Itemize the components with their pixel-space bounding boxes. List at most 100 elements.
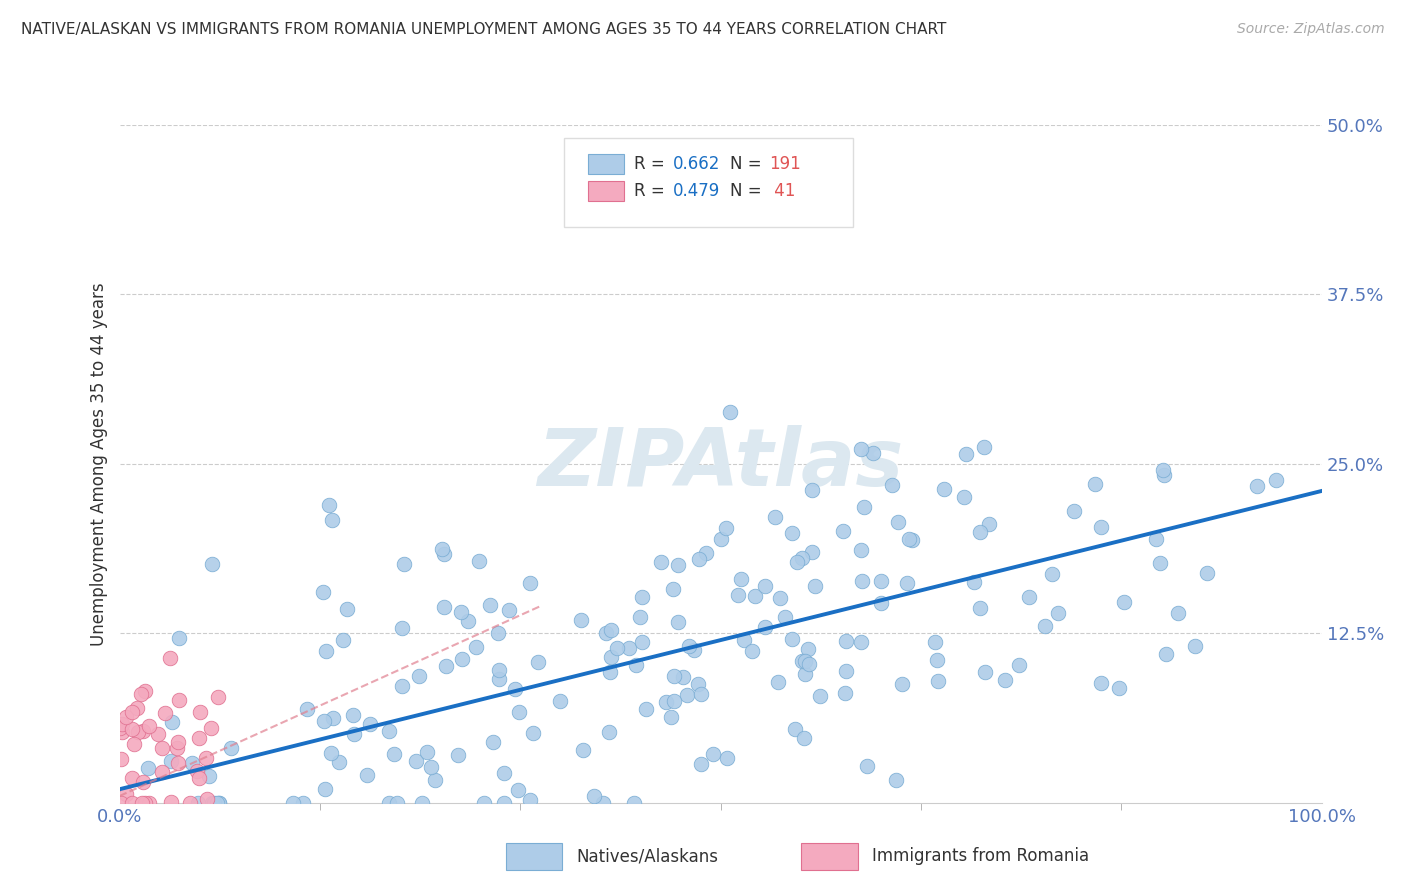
- Point: [1090, 676, 1112, 690]
- Point: [969, 525, 991, 540]
- Point: [187, 796, 209, 810]
- Point: [321, 746, 343, 760]
- Point: [150, 740, 173, 755]
- Point: [617, 640, 640, 655]
- Point: [318, 498, 340, 512]
- Point: [115, 787, 138, 801]
- Point: [166, 741, 188, 756]
- Point: [624, 657, 647, 672]
- Point: [690, 687, 713, 701]
- Point: [359, 717, 381, 731]
- Point: [110, 752, 132, 766]
- Point: [179, 796, 201, 810]
- Text: Natives/Alaskans: Natives/Alaskans: [576, 847, 718, 865]
- Point: [488, 663, 510, 677]
- Point: [202, 796, 225, 810]
- Point: [419, 760, 441, 774]
- Point: [1153, 468, 1175, 483]
- Point: [790, 551, 813, 566]
- Point: [356, 767, 378, 781]
- Point: [391, 679, 413, 693]
- Point: [754, 620, 776, 634]
- Point: [808, 690, 831, 704]
- Point: [780, 526, 803, 541]
- Point: [695, 546, 717, 560]
- Point: [849, 442, 872, 457]
- Point: [411, 796, 433, 810]
- Point: [686, 677, 709, 691]
- Point: [195, 792, 218, 806]
- Point: [1112, 595, 1135, 609]
- Point: [391, 621, 413, 635]
- Point: [488, 672, 510, 686]
- Point: [1167, 606, 1189, 620]
- Point: [416, 745, 439, 759]
- Point: [207, 690, 229, 705]
- Point: [678, 640, 700, 654]
- Point: [492, 796, 515, 810]
- Text: Immigrants from Romania: Immigrants from Romania: [872, 847, 1088, 865]
- Point: [450, 605, 472, 619]
- Point: [688, 551, 710, 566]
- Point: [773, 610, 796, 624]
- Point: [794, 654, 817, 668]
- Point: [464, 640, 486, 655]
- Point: [314, 781, 336, 796]
- Text: R =: R =: [634, 182, 671, 201]
- Point: [969, 600, 991, 615]
- Point: [138, 796, 160, 810]
- Text: ZIPAtlas: ZIPAtlas: [537, 425, 904, 503]
- Point: [797, 657, 820, 672]
- Point: [733, 633, 755, 648]
- Point: [834, 686, 856, 700]
- Point: [870, 596, 893, 610]
- Point: [342, 707, 364, 722]
- Point: [994, 673, 1017, 687]
- Point: [131, 724, 153, 739]
- Point: [851, 635, 873, 649]
- Point: [312, 585, 335, 599]
- Point: [979, 517, 1001, 532]
- Point: [803, 579, 825, 593]
- Point: [963, 574, 986, 589]
- Point: [718, 405, 741, 419]
- Point: [405, 754, 427, 768]
- Point: [650, 555, 672, 569]
- Point: [457, 615, 479, 629]
- Point: [661, 582, 683, 596]
- Point: [955, 447, 977, 461]
- Point: [115, 710, 138, 724]
- Point: [181, 756, 204, 770]
- Point: [169, 692, 191, 706]
- Text: R =: R =: [634, 155, 671, 173]
- Point: [710, 532, 733, 546]
- Point: [134, 796, 156, 810]
- Point: [503, 681, 526, 696]
- Point: [1033, 619, 1056, 633]
- Point: [898, 532, 921, 546]
- Point: [486, 626, 509, 640]
- Point: [201, 557, 224, 571]
- Point: [188, 731, 211, 746]
- Point: [953, 490, 976, 504]
- Text: NATIVE/ALASKAN VS IMMIGRANTS FROM ROMANIA UNEMPLOYMENT AMONG AGES 35 TO 44 YEARS: NATIVE/ALASKAN VS IMMIGRANTS FROM ROMANI…: [21, 22, 946, 37]
- Point: [569, 613, 592, 627]
- Point: [785, 723, 807, 737]
- Point: [167, 735, 190, 749]
- Point: [121, 772, 143, 786]
- Point: [208, 796, 231, 810]
- Point: [702, 747, 724, 762]
- Point: [849, 542, 872, 557]
- Point: [600, 650, 623, 665]
- Point: [159, 795, 181, 809]
- Point: [121, 796, 143, 810]
- Point: [835, 664, 858, 678]
- Point: [932, 483, 955, 497]
- Point: [506, 783, 529, 797]
- Point: [519, 575, 541, 590]
- Point: [197, 769, 219, 783]
- Point: [851, 574, 873, 588]
- Point: [494, 765, 516, 780]
- Point: [201, 796, 224, 810]
- Point: [800, 483, 823, 497]
